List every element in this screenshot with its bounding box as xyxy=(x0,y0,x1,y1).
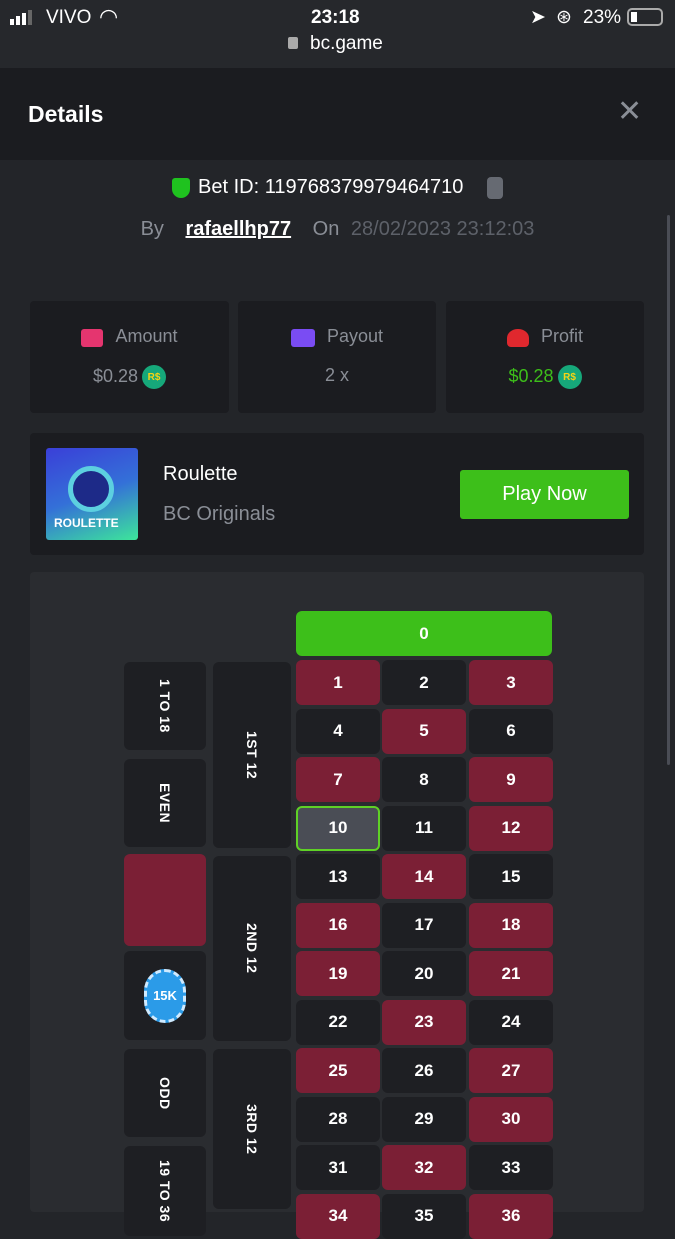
number-cell-30[interactable]: 30 xyxy=(469,1096,553,1142)
number-cell-35[interactable]: 35 xyxy=(382,1193,466,1239)
number-cell-19[interactable]: 19 xyxy=(296,951,380,996)
url[interactable]: bc.game xyxy=(310,33,383,54)
number-cell-22[interactable]: 22 xyxy=(296,999,380,1045)
number-cell-32[interactable]: 32 xyxy=(382,1145,466,1190)
number-cell-25[interactable]: 25 xyxy=(296,1048,380,1093)
number-cell-7[interactable]: 7 xyxy=(296,757,380,802)
roulette-wheel-icon xyxy=(68,466,114,512)
outside-bet-label: 19 TO 36 xyxy=(157,1159,173,1223)
number-cell-1[interactable]: 1 xyxy=(296,660,380,705)
number-cell-16[interactable]: 16 xyxy=(296,902,380,948)
number-cell-6[interactable]: 6 xyxy=(469,708,553,754)
clock: 23:18 xyxy=(311,7,360,28)
outside-bet-label: ODD xyxy=(157,1076,173,1110)
number-cell-21[interactable]: 21 xyxy=(469,951,553,996)
dozen-label: 2ND 12 xyxy=(244,923,260,974)
battery-icon xyxy=(627,8,663,26)
number-cell-27[interactable]: 27 xyxy=(469,1048,553,1093)
outside-bet-black[interactable]: 15K xyxy=(124,951,206,1040)
bet-id: Bet ID: 119768379979464710 xyxy=(198,176,464,198)
modal-header: Details ✕ xyxy=(0,68,675,160)
wifi-icon: ◠ xyxy=(99,4,119,29)
outside-bet-1-to-18[interactable]: 1 TO 18 xyxy=(124,662,206,750)
currency-coin-icon: R$ xyxy=(142,365,167,389)
signal-icon xyxy=(10,10,32,25)
payout-card: Payout 2 x xyxy=(238,301,436,413)
dozen-bet-3[interactable]: 3RD 12 xyxy=(213,1049,291,1209)
dozen-bet-2[interactable]: 2ND 12 xyxy=(213,856,291,1041)
number-cell-33[interactable]: 33 xyxy=(469,1145,553,1190)
number-cell-29[interactable]: 29 xyxy=(382,1096,466,1142)
number-cell-20[interactable]: 20 xyxy=(382,951,466,996)
copy-icon[interactable] xyxy=(486,176,503,199)
bet-date: 28/02/2023 23:12:03 xyxy=(350,218,535,240)
username-link[interactable]: rafaellhp77 xyxy=(185,218,292,240)
carrier: VIVO xyxy=(46,7,92,28)
payout-value: 2 x xyxy=(324,365,349,385)
number-cell-17[interactable]: 17 xyxy=(382,902,466,948)
number-cell-23[interactable]: 23 xyxy=(382,999,466,1045)
outside-bet-even[interactable]: EVEN xyxy=(124,759,206,847)
status-bar: VIVO ◠ 23:18 ➤ ⊛ 23% bc.game xyxy=(0,0,675,68)
game-card: ROULETTE Roulette BC Originals Play Now xyxy=(30,433,644,555)
outside-bet-red[interactable] xyxy=(124,854,206,946)
money-bag-icon xyxy=(81,328,104,347)
profit-label: Profit xyxy=(540,326,583,346)
thumbnail-text: ROULETTE xyxy=(54,516,119,530)
number-cell-3[interactable]: 3 xyxy=(469,660,553,705)
play-now-button[interactable]: Play Now xyxy=(460,470,629,519)
payout-label: Payout xyxy=(326,326,384,346)
number-cell-36[interactable]: 36 xyxy=(469,1193,553,1239)
number-cell-2[interactable]: 2 xyxy=(382,660,466,705)
bet-id-row: Bet ID: 119768379979464710 xyxy=(0,176,675,199)
dozen-label: 3RD 12 xyxy=(244,1103,260,1155)
by-label: By xyxy=(140,218,164,240)
on-label: On xyxy=(312,218,340,240)
lock-icon xyxy=(288,37,298,49)
close-icon[interactable]: ✕ xyxy=(617,95,643,128)
number-cell-15[interactable]: 15 xyxy=(469,854,553,899)
card-icon xyxy=(290,328,315,347)
number-cell-11[interactable]: 11 xyxy=(382,805,466,851)
number-cell-34[interactable]: 34 xyxy=(296,1193,380,1239)
number-cell-10[interactable]: 10 xyxy=(296,805,380,851)
battery-text: 23% xyxy=(583,7,622,28)
outside-bet-label: EVEN xyxy=(157,782,173,824)
scrollbar[interactable] xyxy=(667,215,670,765)
modal-title: Details xyxy=(28,101,104,127)
number-cell-12[interactable]: 12 xyxy=(469,805,553,851)
number-cell-9[interactable]: 9 xyxy=(469,757,553,802)
amount-card: Amount $0.28 R$ xyxy=(30,301,229,413)
hand-profit-icon xyxy=(506,328,529,347)
chip-stack-icon: 15K xyxy=(144,968,186,1023)
dozen-label: 1ST 12 xyxy=(244,730,260,780)
bet-meta-row: By rafaellhp77 On 28/02/2023 23:12:03 xyxy=(0,218,675,241)
roulette-thumbnail[interactable]: ROULETTE xyxy=(46,448,138,540)
number-cell-31[interactable]: 31 xyxy=(296,1145,380,1190)
location-icon: ➤ xyxy=(530,7,546,28)
dozen-bet-1[interactable]: 1ST 12 xyxy=(213,662,291,848)
number-cell-4[interactable]: 4 xyxy=(296,708,380,754)
number-cell-28[interactable]: 28 xyxy=(296,1096,380,1142)
rotation-lock-icon: ⊛ xyxy=(556,7,572,28)
amount-value: $0.28 xyxy=(92,365,139,386)
number-cell-13[interactable]: 13 xyxy=(296,854,380,899)
number-cell-18[interactable]: 18 xyxy=(469,902,553,948)
outside-bet-label: 1 TO 18 xyxy=(157,679,173,733)
outside-bet-odd[interactable]: ODD xyxy=(124,1049,206,1137)
currency-coin-icon: R$ xyxy=(557,365,582,389)
outside-bet-19-to-36[interactable]: 19 TO 36 xyxy=(124,1146,206,1236)
profit-value: $0.28 xyxy=(508,365,554,386)
number-cell-24[interactable]: 24 xyxy=(469,999,553,1045)
number-cell-5[interactable]: 5 xyxy=(382,708,466,754)
amount-label: Amount xyxy=(115,326,178,346)
game-name[interactable]: Roulette xyxy=(163,463,238,485)
verified-shield-icon xyxy=(172,177,190,198)
zero-cell[interactable]: 0 xyxy=(296,611,552,656)
number-cell-8[interactable]: 8 xyxy=(382,757,466,802)
number-cell-14[interactable]: 14 xyxy=(382,854,466,899)
profit-card: Profit $0.28 R$ xyxy=(446,301,644,413)
number-cell-26[interactable]: 26 xyxy=(382,1048,466,1093)
game-provider: BC Originals xyxy=(163,503,276,525)
